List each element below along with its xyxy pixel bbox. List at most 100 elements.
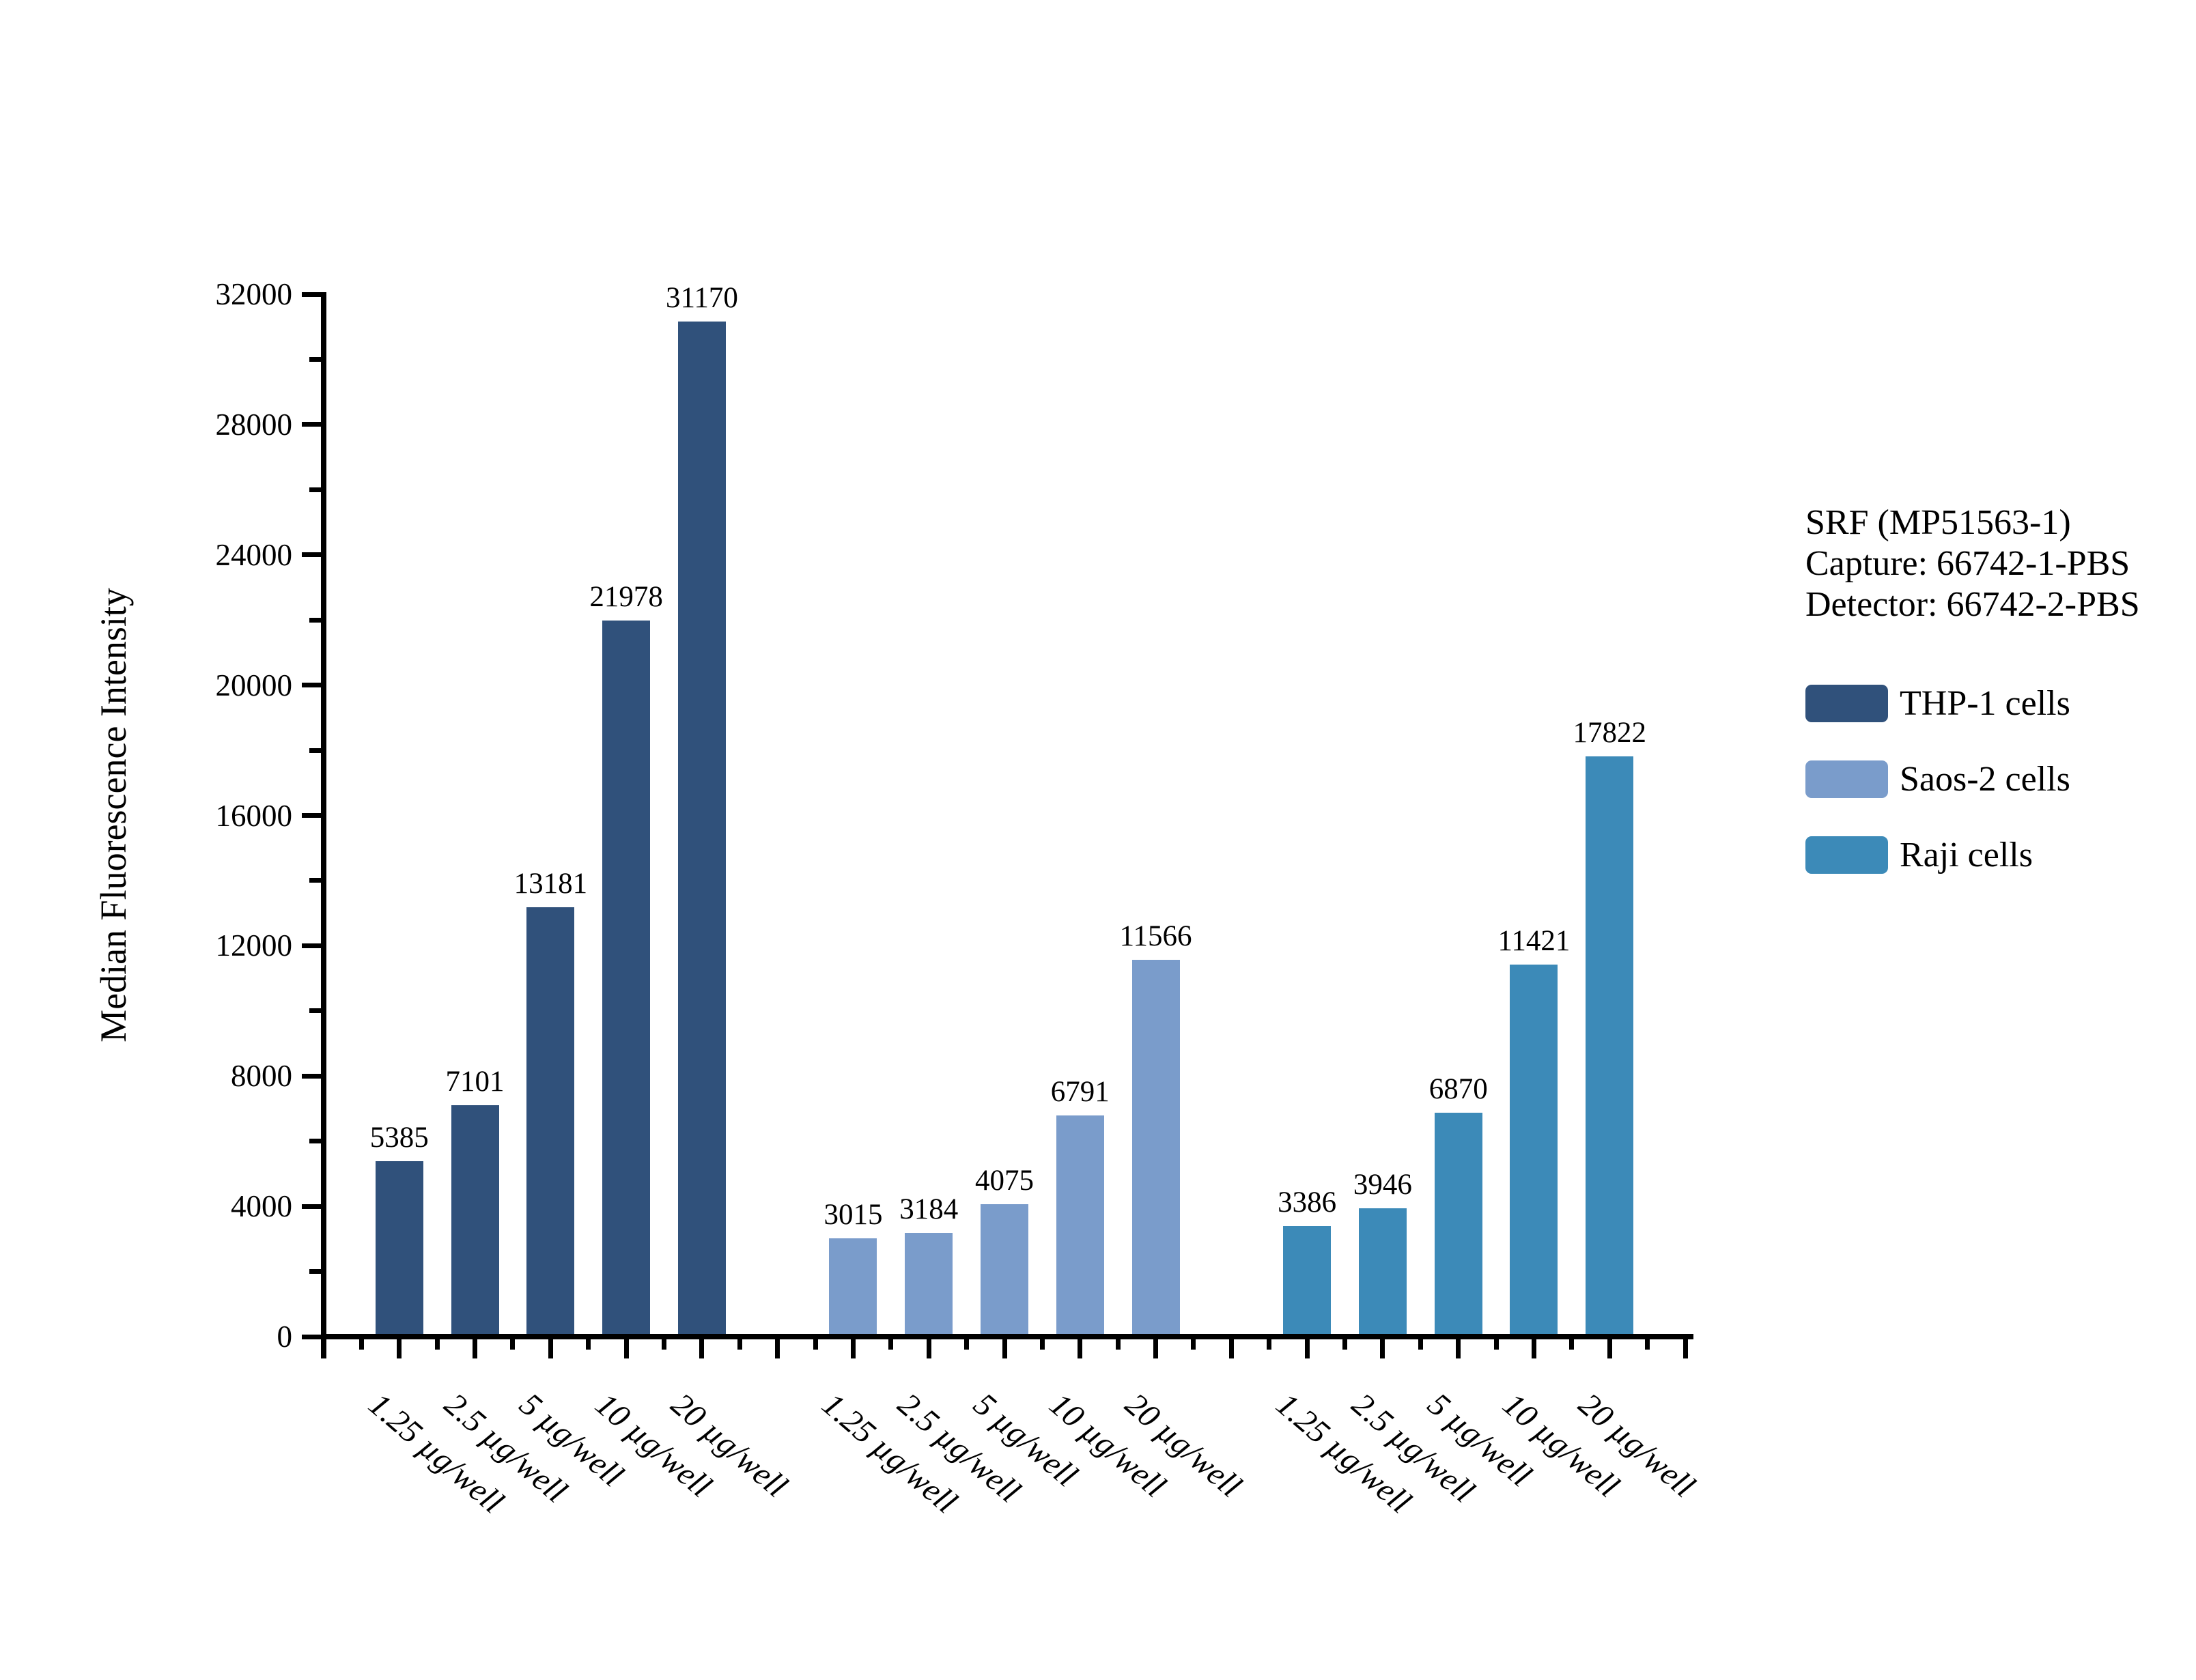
- x-short-tick: [737, 1339, 742, 1350]
- y-minor-tick: [309, 748, 321, 753]
- x-short-tick: [1191, 1339, 1196, 1350]
- bar: [677, 321, 726, 1337]
- bar: [829, 1238, 877, 1337]
- bar-value-label: 5385: [369, 1122, 429, 1154]
- bar: [1131, 960, 1180, 1337]
- y-minor-tick: [309, 1139, 321, 1144]
- y-tick-label: 12000: [215, 928, 293, 963]
- y-minor-tick: [309, 617, 321, 623]
- y-major-tick: [302, 291, 321, 297]
- y-axis-title: Median Fluorescence Intensity: [93, 588, 134, 1042]
- y-tick-label: 24000: [215, 537, 293, 572]
- x-long-tick: [699, 1339, 705, 1358]
- bar: [1586, 756, 1634, 1337]
- bar-value-label: 13181: [513, 868, 588, 900]
- bar: [375, 1161, 423, 1337]
- bar-value-label: 3946: [1353, 1168, 1412, 1201]
- y-tick-label: 0: [277, 1320, 293, 1354]
- bar: [1434, 1113, 1482, 1337]
- y-major-tick: [302, 1334, 321, 1339]
- bar-value-label: 6791: [1050, 1075, 1110, 1108]
- x-long-tick: [1078, 1339, 1083, 1358]
- annotation-line-3: Detector: 66742-2-PBS: [1805, 585, 2140, 624]
- bar-value-label: 31170: [665, 281, 738, 314]
- y-minor-tick: [309, 1269, 321, 1275]
- x-short-tick: [510, 1339, 516, 1350]
- x-short-tick: [1115, 1339, 1121, 1350]
- bar-value-label: 21978: [589, 581, 663, 614]
- x-short-tick: [888, 1339, 894, 1350]
- x-short-tick: [1569, 1339, 1575, 1350]
- annotation-line-2: Capture: 66742-1-PBS: [1805, 544, 2130, 583]
- legend-swatch-saos2: [1805, 760, 1888, 798]
- x-long-tick: [1531, 1339, 1536, 1358]
- bar-value-label: 3015: [824, 1199, 883, 1231]
- x-long-tick: [397, 1339, 402, 1358]
- legend-label-saos2: Saos-2 cells: [1900, 760, 2070, 799]
- x-short-tick: [358, 1339, 364, 1350]
- x-long-tick: [1304, 1339, 1310, 1358]
- bar-value-label: 4075: [975, 1164, 1034, 1197]
- bar: [1510, 965, 1558, 1337]
- bar-value-label: 17822: [1573, 716, 1647, 749]
- bar: [981, 1204, 1029, 1337]
- x-short-tick: [813, 1339, 818, 1350]
- annotation-block: SRF (MP51563-1) Capture: 66742-1-PBS Det…: [1805, 502, 2140, 625]
- x-short-tick: [1039, 1339, 1045, 1350]
- x-short-tick: [1267, 1339, 1272, 1350]
- x-axis-line: [321, 1334, 1694, 1339]
- y-tick-label: 32000: [215, 277, 293, 311]
- bar-value-label: 6870: [1428, 1073, 1488, 1106]
- y-tick-label: 28000: [215, 407, 293, 442]
- x-short-tick: [662, 1339, 666, 1350]
- bar-value-label: 3184: [899, 1193, 959, 1226]
- y-tick-label: 16000: [215, 798, 293, 833]
- x-short-tick: [964, 1339, 970, 1350]
- y-major-tick: [302, 683, 321, 688]
- x-short-tick: [434, 1339, 440, 1350]
- bar-value-label: 7101: [445, 1066, 505, 1098]
- bar: [1283, 1226, 1332, 1337]
- x-long-tick: [321, 1339, 326, 1358]
- legend-label-thp1: THP-1 cells: [1900, 684, 2070, 723]
- bar: [451, 1105, 499, 1337]
- x-long-tick: [850, 1339, 856, 1358]
- bar: [526, 907, 575, 1337]
- x-short-tick: [1418, 1339, 1423, 1350]
- x-long-tick: [548, 1339, 553, 1358]
- x-long-tick: [1683, 1339, 1688, 1358]
- bar: [905, 1233, 953, 1337]
- bar: [602, 621, 651, 1337]
- y-major-tick: [302, 552, 321, 558]
- bar-value-label: 3386: [1278, 1186, 1337, 1219]
- bar-value-label: 11421: [1497, 925, 1571, 957]
- x-long-tick: [1607, 1339, 1612, 1358]
- x-long-tick: [1002, 1339, 1007, 1358]
- x-short-tick: [586, 1339, 591, 1350]
- x-long-tick: [926, 1339, 931, 1358]
- y-major-tick: [302, 1073, 321, 1079]
- x-long-tick: [1228, 1339, 1234, 1358]
- y-axis-line: [321, 291, 326, 1358]
- legend-swatch-raji: [1805, 836, 1888, 874]
- y-major-tick: [302, 813, 321, 818]
- annotation-line-1: SRF (MP51563-1): [1805, 503, 2071, 542]
- legend-label-raji: Raji cells: [1900, 836, 2033, 874]
- y-major-tick: [302, 1204, 321, 1209]
- x-long-tick: [623, 1339, 629, 1358]
- x-short-tick: [1342, 1339, 1348, 1350]
- x-long-tick: [1380, 1339, 1385, 1358]
- y-tick-label: 8000: [231, 1059, 292, 1094]
- bar-value-label: 11566: [1119, 920, 1192, 953]
- y-minor-tick: [309, 878, 321, 883]
- y-major-tick: [302, 943, 321, 948]
- bar: [1056, 1115, 1104, 1337]
- x-short-tick: [1645, 1339, 1650, 1350]
- y-minor-tick: [309, 356, 321, 362]
- x-long-tick: [775, 1339, 780, 1358]
- y-minor-tick: [309, 1008, 321, 1014]
- y-tick-label: 4000: [231, 1189, 292, 1224]
- y-major-tick: [302, 422, 321, 427]
